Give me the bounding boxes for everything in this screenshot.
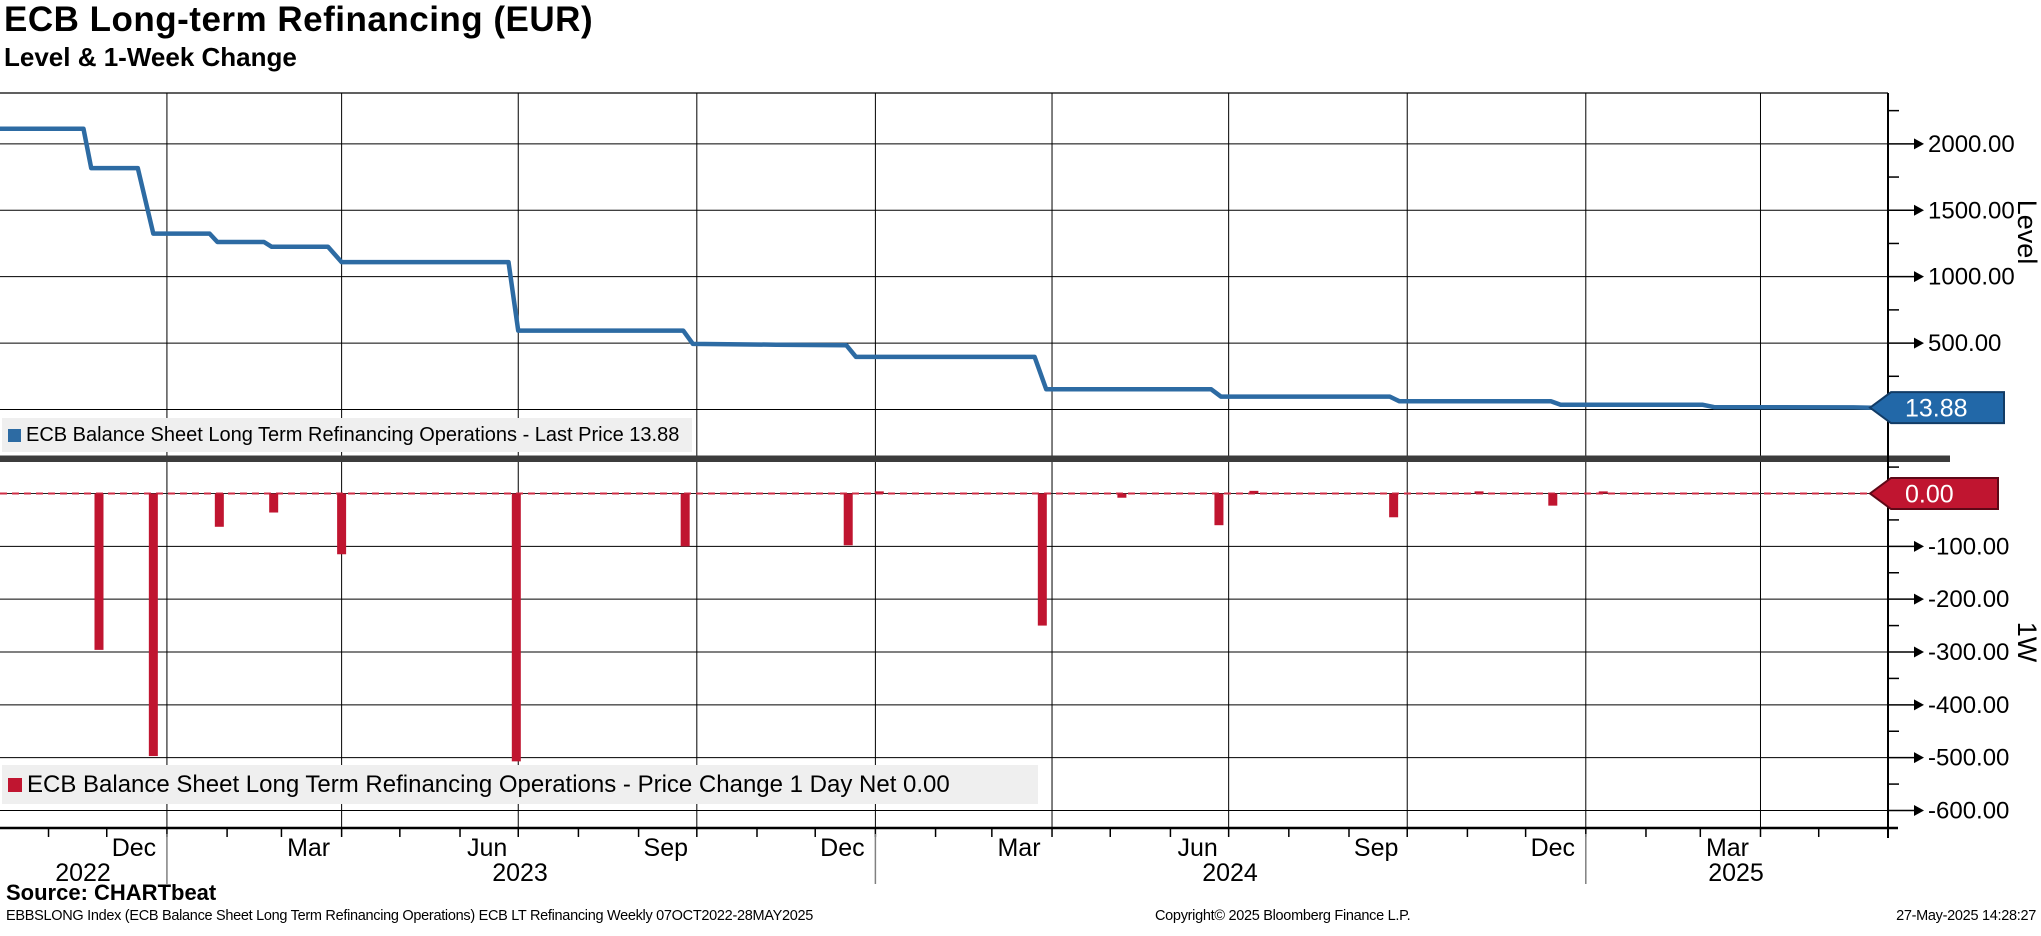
tick-arrowhead-icon xyxy=(1914,752,1924,764)
change-bar xyxy=(337,493,347,555)
change-bar xyxy=(214,493,224,527)
x-axis-month-label: Dec xyxy=(112,834,156,862)
y-axis-tick-label: 2000.00 xyxy=(1928,131,2015,158)
x-axis-month-label: Sep xyxy=(644,834,688,862)
level-last-badge-value: 13.88 xyxy=(1905,395,1968,423)
footer-row: EBBSLONG Index (ECB Balance Sheet Long T… xyxy=(0,908,2041,932)
page-subtitle: Level & 1-Week Change xyxy=(4,42,297,72)
change-bar xyxy=(1598,491,1608,494)
footer-copyright: Copyright© 2025 Bloomberg Finance L.P. xyxy=(1155,908,1411,924)
page-title: ECB Long-term Refinancing (EUR) xyxy=(4,0,594,39)
change-last-badge-value: 0.00 xyxy=(1905,481,1954,509)
tick-arrowhead-icon xyxy=(1914,646,1924,658)
x-axis-month-label: Dec xyxy=(1531,834,1575,862)
legend-change-label: ECB Balance Sheet Long Term Refinancing … xyxy=(27,770,950,798)
change-bar xyxy=(94,493,104,650)
y-axis-tick-label: -400.00 xyxy=(1928,692,2009,719)
change-bar xyxy=(874,491,884,494)
x-axis-year-label: 2025 xyxy=(1708,859,1764,887)
x-axis-month-label: Mar xyxy=(1706,834,1749,862)
legend-change: ECB Balance Sheet Long Term Refinancing … xyxy=(2,765,1038,804)
change-bar xyxy=(1389,493,1399,518)
footer-ticker-info: EBBSLONG Index (ECB Balance Sheet Long T… xyxy=(6,908,814,924)
tick-arrowhead-icon xyxy=(1914,540,1924,552)
change-last-badge-shape xyxy=(1868,477,1999,510)
level-series-swatch-icon xyxy=(8,428,21,442)
change-bar xyxy=(1117,493,1127,498)
level-axis-name: Level xyxy=(2012,200,2041,265)
x-axis-month-label: Sep xyxy=(1354,834,1398,862)
change-bar xyxy=(1037,493,1047,626)
x-axis-year-label: 2024 xyxy=(1202,859,1258,887)
change-bar xyxy=(680,493,690,547)
y-axis-tick-label: -600.00 xyxy=(1928,797,2009,824)
source-label: Source: CHARTbeat xyxy=(6,880,217,905)
tick-arrowhead-icon xyxy=(1914,804,1924,816)
change-bar xyxy=(843,493,853,546)
change-bar xyxy=(148,493,158,757)
x-axis-month-label: Mar xyxy=(287,834,330,862)
level-last-badge-shape xyxy=(1868,391,2005,425)
footer-timestamp: 27-May-2025 14:28:27 xyxy=(1896,908,2036,924)
tick-arrowhead-icon xyxy=(1914,138,1924,150)
change-bar xyxy=(1214,493,1224,526)
legend-level: ECB Balance Sheet Long Term Refinancing … xyxy=(2,418,692,452)
tick-arrowhead-icon xyxy=(1914,337,1924,349)
y-axis-tick-label: 1000.00 xyxy=(1928,264,2015,291)
x-axis-year-label: 2022 xyxy=(55,859,111,887)
y-axis-tick-label: 1500.00 xyxy=(1928,197,2015,224)
x-axis-month-label: Mar xyxy=(997,834,1040,862)
y-axis-tick-label: 500.00 xyxy=(1928,330,2001,357)
y-axis-tick-label: -500.00 xyxy=(1928,745,2009,772)
x-axis-month-label: Jun xyxy=(467,834,507,862)
panel-divider xyxy=(0,455,1950,462)
x-axis-month-label: Jun xyxy=(1177,834,1217,862)
level-line xyxy=(0,126,1872,410)
change-bar xyxy=(511,493,521,762)
tick-arrowhead-icon xyxy=(1914,593,1924,605)
y-axis-tick-label: -300.00 xyxy=(1928,639,2009,666)
change-series-swatch-icon xyxy=(8,777,22,792)
tick-arrowhead-icon xyxy=(1914,204,1924,216)
tick-arrowhead-icon xyxy=(1914,271,1924,283)
legend-level-label: ECB Balance Sheet Long Term Refinancing … xyxy=(26,423,680,446)
change-bar xyxy=(269,493,279,513)
change-bar xyxy=(1474,491,1484,494)
tick-arrowhead-icon xyxy=(1914,699,1924,711)
y-axis-tick-label: -200.00 xyxy=(1928,586,2009,613)
x-axis-month-label: Dec xyxy=(820,834,864,862)
y-axis-tick-label: -100.00 xyxy=(1928,533,2009,560)
change-bar xyxy=(1249,490,1259,494)
one-week-axis-name: 1W xyxy=(2012,622,2041,663)
change-bar xyxy=(1548,493,1558,506)
x-axis-year-label: 2023 xyxy=(492,859,548,887)
